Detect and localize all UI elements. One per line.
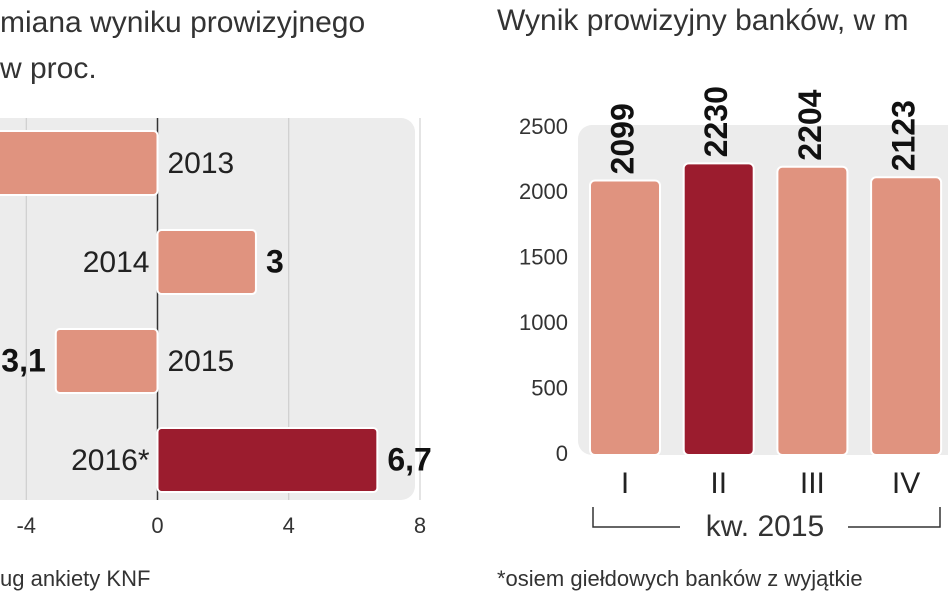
x-tick-label: II xyxy=(710,467,727,500)
y-tick-label: 2000 xyxy=(519,179,568,204)
x-tick-label: I xyxy=(621,467,629,500)
x-axis-label: kw. 2015 xyxy=(706,510,824,543)
category-label: 2016* xyxy=(71,444,150,477)
x-tick-label: -4 xyxy=(16,513,36,538)
bar xyxy=(156,229,257,295)
x-tick-label: III xyxy=(800,467,825,500)
value-label: 2230 xyxy=(698,86,734,157)
value-label: -3,1 xyxy=(0,342,46,378)
x-tick-label: 8 xyxy=(414,513,426,538)
x-tick-label: 0 xyxy=(151,513,163,538)
x-tick-label: IV xyxy=(892,467,920,500)
value-label: 6,7 xyxy=(387,441,431,477)
category-label: 2014 xyxy=(83,246,150,279)
y-tick-label: 1000 xyxy=(519,310,568,335)
left-source: ug ankiety KNF xyxy=(0,566,150,591)
left-title: miana wyniku prowizyjnego xyxy=(0,6,365,39)
y-tick-label: 500 xyxy=(531,375,568,400)
y-tick-label: 2500 xyxy=(519,114,568,139)
bar xyxy=(156,427,379,493)
right-note: *osiem giełdowych banków z wyjątkie xyxy=(497,566,863,591)
y-tick-label: 0 xyxy=(556,441,568,466)
value-label: 2099 xyxy=(604,103,640,174)
bar xyxy=(682,162,755,456)
left-panel xyxy=(0,118,415,500)
x-tick-label: 4 xyxy=(283,513,295,538)
left-subtitle: w proc. xyxy=(0,52,97,85)
bar xyxy=(0,130,159,196)
bracket xyxy=(592,507,941,528)
y-tick-label: 1500 xyxy=(519,245,568,270)
value-label: 2123 xyxy=(886,100,922,171)
bar xyxy=(776,165,849,456)
value-label: 3 xyxy=(266,243,284,279)
category-label: 2013 xyxy=(168,147,235,180)
value-label: 2204 xyxy=(792,89,828,160)
bar xyxy=(54,328,159,394)
bar xyxy=(870,176,943,456)
right-panel xyxy=(578,125,948,455)
right-title: Wynik prowizyjny banków, w m xyxy=(497,4,909,37)
bar xyxy=(589,179,661,456)
category-label: 2015 xyxy=(168,345,235,378)
